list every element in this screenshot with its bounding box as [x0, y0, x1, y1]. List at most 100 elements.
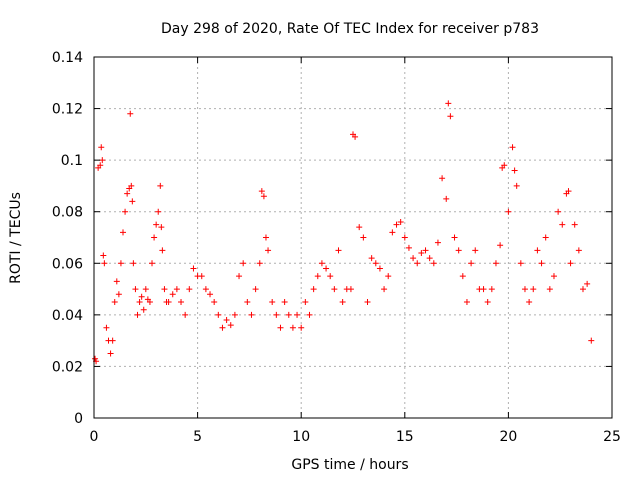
- data-point: [546, 286, 553, 293]
- data-point: [463, 298, 470, 305]
- data-point: [159, 247, 166, 254]
- data-point: [130, 260, 137, 267]
- y-tick-label: 0.02: [52, 359, 83, 375]
- y-tick-label: 0.04: [52, 308, 83, 324]
- data-point: [99, 157, 106, 164]
- data-point: [492, 260, 499, 267]
- data-point: [158, 224, 165, 231]
- data-point: [488, 286, 495, 293]
- data-point: [100, 252, 107, 259]
- data-point: [414, 260, 421, 267]
- data-point: [124, 190, 131, 197]
- data-point: [97, 162, 104, 169]
- data-point: [459, 273, 466, 280]
- y-tick-label: 0: [74, 411, 83, 427]
- data-point: [161, 286, 168, 293]
- data-point: [236, 273, 243, 280]
- data-point: [376, 265, 383, 272]
- data-point: [128, 182, 135, 189]
- y-tick-label: 0.08: [52, 205, 83, 221]
- data-point: [298, 324, 305, 331]
- data-point: [468, 260, 475, 267]
- data-point: [289, 324, 296, 331]
- data-point: [101, 260, 108, 267]
- data-point: [256, 260, 263, 267]
- data-point: [219, 324, 226, 331]
- data-point: [579, 286, 586, 293]
- y-tick-label: 0.12: [52, 102, 83, 118]
- data-point: [550, 273, 557, 280]
- data-point: [538, 260, 545, 267]
- data-point: [335, 247, 342, 254]
- data-point: [418, 249, 425, 256]
- data-point: [397, 219, 404, 226]
- data-point: [381, 286, 388, 293]
- x-tick-label: 15: [396, 429, 414, 445]
- data-point: [151, 234, 158, 241]
- data-point: [149, 260, 156, 267]
- data-point: [372, 260, 379, 267]
- data-point: [439, 175, 446, 182]
- data-point: [385, 273, 392, 280]
- data-point: [98, 144, 105, 151]
- data-point: [356, 224, 363, 231]
- x-tick-label: 10: [292, 429, 310, 445]
- data-point: [588, 337, 595, 344]
- data-point: [260, 193, 267, 200]
- data-point: [281, 298, 288, 305]
- data-point: [405, 244, 412, 251]
- x-tick-label: 0: [90, 429, 99, 445]
- data-point: [364, 298, 371, 305]
- data-point: [211, 298, 218, 305]
- data-point: [571, 221, 578, 228]
- data-point: [215, 311, 222, 318]
- data-point: [165, 298, 172, 305]
- data-point: [310, 286, 317, 293]
- data-point: [513, 182, 520, 189]
- data-point: [273, 311, 280, 318]
- data-point: [565, 188, 572, 195]
- data-point: [447, 113, 454, 120]
- y-tick-label: 0.1: [61, 153, 83, 169]
- data-point: [323, 265, 330, 272]
- data-point: [480, 286, 487, 293]
- data-point: [190, 265, 197, 272]
- data-point: [231, 311, 238, 318]
- data-point: [244, 298, 251, 305]
- data-point: [120, 229, 127, 236]
- data-point: [277, 324, 284, 331]
- x-axis-label: GPS time / hours: [291, 457, 408, 473]
- data-point: [294, 311, 301, 318]
- data-point: [389, 229, 396, 236]
- data-point: [198, 273, 205, 280]
- data-point: [134, 311, 141, 318]
- data-point: [327, 273, 334, 280]
- data-point: [331, 286, 338, 293]
- data-point: [136, 298, 143, 305]
- data-point: [575, 247, 582, 254]
- data-point: [306, 311, 313, 318]
- data-point: [227, 322, 234, 329]
- x-tick-label: 25: [603, 429, 621, 445]
- data-point: [262, 234, 269, 241]
- data-point: [103, 324, 110, 331]
- data-point: [223, 317, 230, 324]
- data-point: [517, 260, 524, 267]
- data-point: [509, 144, 516, 151]
- data-point: [302, 298, 309, 305]
- data-point: [445, 100, 452, 107]
- data-point: [430, 260, 437, 267]
- data-point: [258, 188, 265, 195]
- data-point: [153, 221, 160, 228]
- data-point: [107, 350, 114, 357]
- data-point: [111, 298, 118, 305]
- data-point: [92, 355, 99, 362]
- data-point: [146, 298, 153, 305]
- data-point: [173, 286, 180, 293]
- data-point: [426, 255, 433, 262]
- data-point: [202, 286, 209, 293]
- data-point: [352, 133, 359, 140]
- data-point: [178, 298, 185, 305]
- data-point: [186, 286, 193, 293]
